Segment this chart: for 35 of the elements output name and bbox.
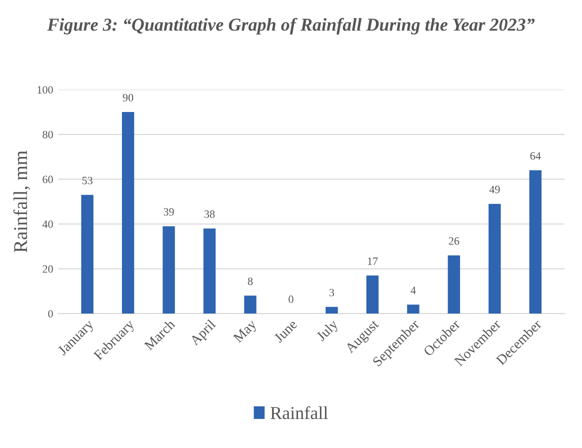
data-label: 53 xyxy=(82,176,92,184)
bar xyxy=(326,306,338,314)
data-label: 17 xyxy=(368,257,378,265)
bar xyxy=(488,204,501,314)
bar xyxy=(529,170,542,314)
y-tick-label: 100 xyxy=(38,86,53,94)
legend-label: Rainfall xyxy=(270,406,328,420)
data-label: 0 xyxy=(288,296,294,304)
bar xyxy=(448,255,460,314)
x-tick-label: June xyxy=(274,319,298,344)
bar xyxy=(203,228,216,314)
data-label: 49 xyxy=(489,186,500,194)
data-label: 39 xyxy=(164,208,174,216)
bar xyxy=(407,304,420,314)
y-tick-label: 40 xyxy=(42,220,53,228)
data-label: 90 xyxy=(122,94,134,102)
y-axis-title: Rainfall, mm xyxy=(13,150,30,252)
bar xyxy=(366,276,379,314)
chart-title: Figure 3: “Quantitative Graph of Rainfall During the Year 2023” xyxy=(47,18,535,34)
y-tick-label: 0 xyxy=(48,310,53,318)
y-tick-label: 60 xyxy=(42,176,53,184)
bar xyxy=(244,296,256,314)
y-tick-label: 20 xyxy=(42,265,53,273)
data-label: 38 xyxy=(204,210,215,218)
x-tick-label: May xyxy=(232,318,260,346)
data-label: 64 xyxy=(530,152,541,160)
data-label: 8 xyxy=(248,278,253,286)
data-label: 3 xyxy=(329,288,334,296)
bar xyxy=(162,226,175,314)
x-tick-label: July xyxy=(316,318,341,344)
bar xyxy=(81,194,94,314)
data-label: 26 xyxy=(448,237,460,245)
data-label: 4 xyxy=(410,286,416,294)
y-tick-label: 80 xyxy=(42,130,53,138)
bar xyxy=(122,112,134,314)
